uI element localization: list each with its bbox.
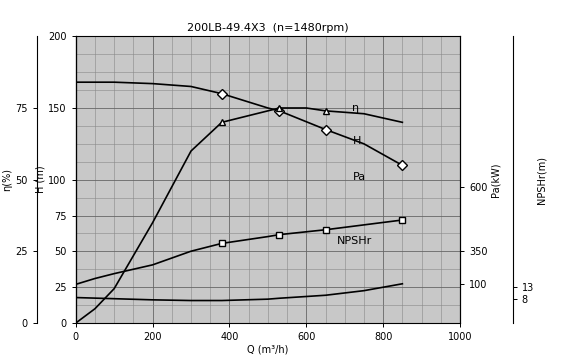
X-axis label: Q (m³/h): Q (m³/h)	[247, 345, 288, 355]
Text: NPSHr: NPSHr	[337, 236, 373, 246]
Text: H: H	[352, 136, 361, 146]
Text: Pa: Pa	[352, 172, 366, 182]
Y-axis label: NPSHr(m): NPSHr(m)	[537, 156, 547, 204]
Title: 200LB-49.4X3  (n=1480rpm): 200LB-49.4X3 (n=1480rpm)	[187, 23, 349, 33]
Y-axis label: η(%): η(%)	[3, 168, 12, 191]
Text: η: η	[352, 103, 360, 113]
Y-axis label: H (m): H (m)	[35, 166, 45, 193]
Y-axis label: Pa(kW): Pa(kW)	[490, 162, 500, 197]
